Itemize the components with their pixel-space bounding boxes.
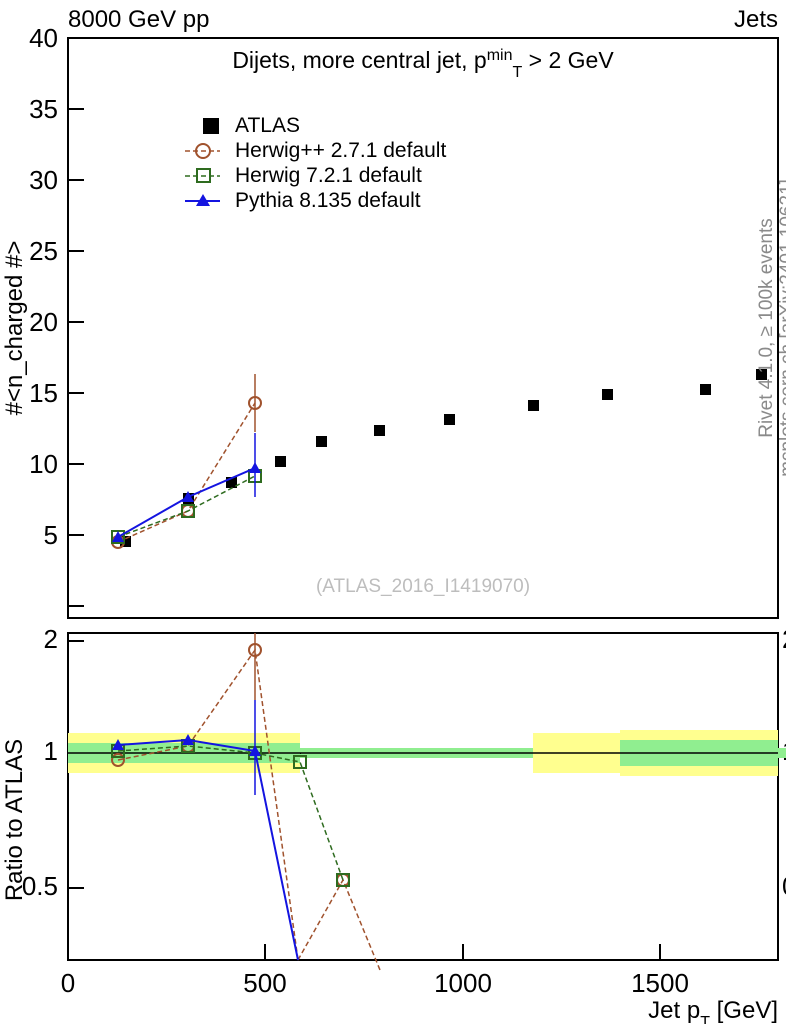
svg-text:1000: 1000: [434, 968, 492, 998]
plot-container: { "header": { "top_left_label": "8000 Ge…: [0, 0, 786, 1024]
legend-label-herwig7: Herwig 7.2.1 default: [235, 164, 422, 187]
svg-text:1: 1: [44, 736, 58, 766]
svg-text:0.5: 0.5: [782, 871, 786, 901]
legend-label-atlas: ATLAS: [235, 114, 300, 137]
side-text-rivet: Rivet 4.1.0, ≥ 100k events: [756, 218, 777, 438]
chart-svg: 8000 GeV pp Jets 40 35 30 25 20 15 10 5 …: [0, 0, 786, 1024]
svg-text:2: 2: [782, 624, 786, 654]
watermark-text: (ATLAS_2016_I1419070): [316, 576, 530, 597]
header-left-label: 8000 GeV pp: [68, 6, 209, 33]
svg-text:35: 35: [29, 94, 58, 124]
svg-text:500: 500: [243, 968, 286, 998]
svg-text:30: 30: [29, 165, 58, 195]
legend-marker-atlas: [203, 118, 219, 134]
svg-text:40: 40: [29, 23, 58, 53]
svg-text:25: 25: [29, 236, 58, 266]
ratio-y-axis-title: Ratio to ATLAS: [1, 739, 28, 901]
svg-text:20: 20: [29, 307, 58, 337]
legend-label-herwigpp: Herwig++ 2.7.1 default: [235, 139, 446, 162]
side-text-mcplots: mcplots.cern.ch [arXiv:2401.10621]: [777, 179, 786, 477]
svg-text:5: 5: [44, 520, 58, 550]
svg-text:2: 2: [44, 624, 58, 654]
svg-text:0: 0: [61, 968, 75, 998]
svg-text:1500: 1500: [631, 968, 689, 998]
svg-text:10: 10: [29, 449, 58, 479]
header-right-label: Jets: [734, 6, 778, 33]
legend-label-pythia: Pythia 8.135 default: [235, 189, 421, 212]
svg-text:15: 15: [29, 378, 58, 408]
main-y-axis-title: #<n_charged #>: [1, 241, 28, 416]
x-axis-title: Jet pT [GeV]: [648, 997, 778, 1024]
